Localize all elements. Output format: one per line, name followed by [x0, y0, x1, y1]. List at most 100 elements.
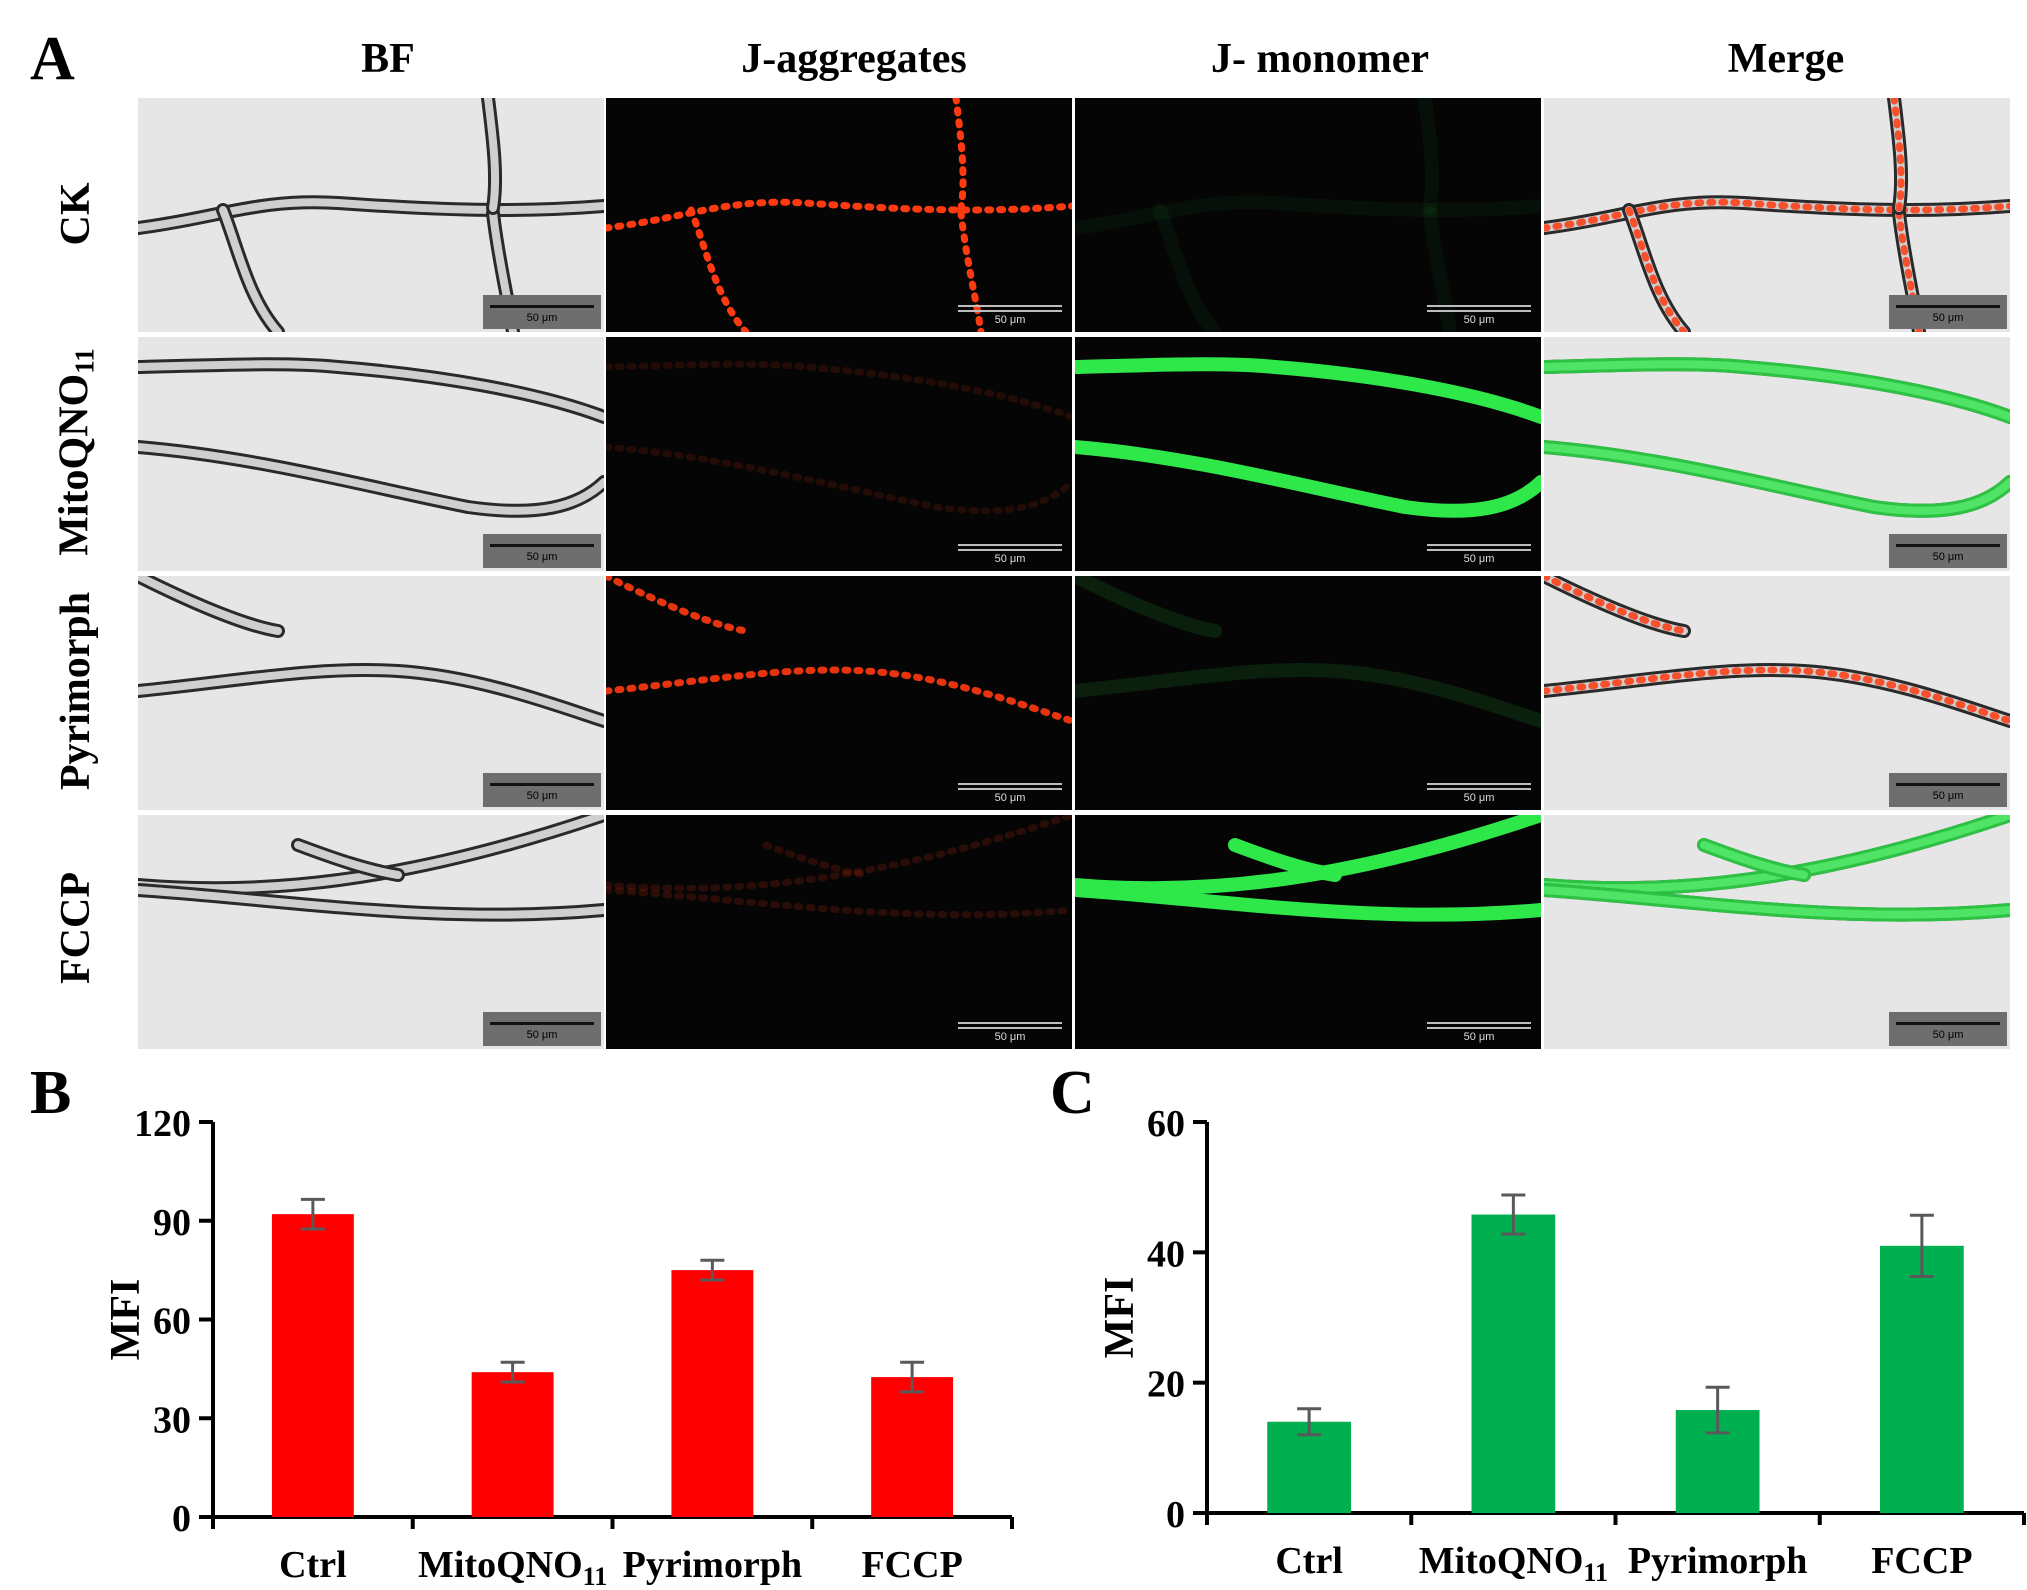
bar-3 — [671, 1270, 754, 1517]
j-aggregate-signal — [952, 98, 967, 212]
micrograph-image — [606, 576, 1072, 810]
scale-bar-label: 50 μm — [1932, 551, 1964, 563]
micrograph-image — [1075, 98, 1541, 332]
hypha-lumen — [138, 443, 604, 515]
micrograph-image — [1544, 815, 2010, 1049]
image-background — [1544, 815, 2010, 1049]
hypha-lumen — [138, 198, 604, 232]
micrograph-image — [1544, 576, 2010, 810]
scale-bar-label: 50 μm — [1932, 1029, 1964, 1041]
j-aggregate-signal — [1544, 666, 2010, 725]
scale-bar-label: 50 μm — [526, 790, 558, 802]
micrograph-bf-1: 50 μm — [138, 98, 604, 332]
j-monomer-signal — [1544, 883, 2010, 922]
j-monomer-signal — [1075, 440, 1541, 518]
micrograph-image — [138, 337, 604, 571]
j-monomer-signal — [1697, 838, 1811, 882]
x-tick-label: FCCP — [1871, 1540, 1972, 1582]
image-background — [1075, 98, 1541, 332]
micrograph-agg-4: 50 μm — [606, 815, 1072, 1049]
bar-2 — [1471, 1214, 1556, 1513]
micrograph-image — [606, 98, 1072, 332]
j-monomer-signal — [1544, 357, 2010, 424]
hypha-lumen — [138, 576, 282, 635]
hypha-lumen — [138, 360, 604, 421]
j-aggregate-signal — [687, 206, 750, 332]
micrograph-bf-4: 50 μm — [138, 815, 604, 1049]
micrograph-bf-3: 50 μm — [138, 576, 604, 810]
y-tick-label: 60 — [1147, 1103, 1185, 1145]
j-monomer-signal — [1075, 663, 1541, 728]
scale-bar-label: 50 μm — [994, 553, 1026, 565]
x-tick-label: FCCP — [861, 1544, 962, 1586]
image-background — [138, 815, 604, 1049]
image-background — [606, 98, 1072, 332]
j-aggregate-signal — [762, 841, 870, 879]
bar-2 — [471, 1372, 554, 1517]
scale-bar-label: 50 μm — [1463, 792, 1495, 804]
y-tick-label: 90 — [153, 1202, 191, 1244]
j-monomer-signal — [1075, 576, 1222, 638]
j-aggregate-signal — [957, 209, 985, 332]
scale-bar: 50 μm — [1889, 534, 2007, 568]
micrograph-agg-2: 50 μm — [606, 337, 1072, 571]
j-aggregate-signal — [606, 198, 1072, 232]
micrograph-mono-4: 50 μm — [1075, 815, 1541, 1049]
j-aggregate-signal — [606, 666, 1072, 725]
micrograph-image — [138, 576, 604, 810]
row-label-fccp: FCCP — [53, 872, 99, 984]
x-tick-label: Ctrl — [1275, 1540, 1343, 1582]
y-axis-label: MFI — [103, 1279, 149, 1361]
j-monomer-signal — [1075, 195, 1541, 235]
scale-bar-label: 50 μm — [1932, 312, 1964, 324]
micrograph-image — [1075, 815, 1541, 1049]
y-tick-label: 20 — [1147, 1364, 1185, 1406]
scale-bar-label: 50 μm — [1932, 790, 1964, 802]
image-background — [606, 815, 1072, 1049]
j-aggregate-signal — [1544, 198, 2010, 232]
j-aggregate-signal — [1890, 98, 1905, 212]
bar-4 — [1880, 1245, 1964, 1513]
micrograph-mono-1: 50 μm — [1075, 98, 1541, 332]
micrograph-agg-1: 50 μm — [606, 98, 1072, 332]
y-tick-label: 40 — [1147, 1233, 1185, 1275]
j-monomer-signal — [1423, 206, 1457, 332]
j-aggregate-signal — [606, 360, 1072, 421]
micrograph-mono-2: 50 μm — [1075, 337, 1541, 571]
column-header-merge: Merge — [1727, 36, 1845, 82]
bar-1 — [1267, 1421, 1351, 1513]
micrograph-image — [138, 98, 604, 332]
scale-bar: 50 μm — [951, 295, 1069, 329]
j-aggregate-signal — [606, 886, 1072, 919]
j-monomer-signal — [1075, 883, 1541, 922]
x-tick-label: MitoQNO11 — [418, 1544, 607, 1590]
x-tick-label: Pyrimorph — [623, 1544, 802, 1586]
micrograph-image — [1075, 576, 1541, 810]
scale-bar-label: 50 μm — [994, 792, 1026, 804]
row-label-mitoqno11: MitoQNO11 — [51, 348, 100, 556]
panel-c-letter: C — [1050, 1059, 1095, 1127]
scale-bar: 50 μm — [1420, 1012, 1538, 1046]
y-tick-label: 0 — [172, 1498, 191, 1540]
scale-bar-label: 50 μm — [526, 1029, 558, 1041]
bar-4 — [871, 1377, 954, 1517]
micrograph-mono-3: 50 μm — [1075, 576, 1541, 810]
bar-1 — [271, 1214, 354, 1517]
j-monomer-signal — [1153, 203, 1222, 332]
micrograph-image — [606, 337, 1072, 571]
scale-bar: 50 μm — [951, 534, 1069, 568]
image-background — [1075, 815, 1541, 1049]
scale-bar-label: 50 μm — [994, 1031, 1026, 1043]
scale-bar: 50 μm — [951, 773, 1069, 807]
column-header-j-monomer: J- monomer — [1210, 36, 1430, 82]
hypha-lumen — [294, 841, 402, 879]
scale-bar-label: 50 μm — [1463, 1031, 1495, 1043]
y-tick-label: 120 — [134, 1103, 191, 1145]
panel-b-letter: B — [30, 1059, 72, 1127]
micrograph-merge-2: 50 μm — [1544, 337, 2010, 571]
j-aggregate-signal — [606, 815, 1072, 892]
scale-bar: 50 μm — [483, 1012, 601, 1046]
row-label-pyrimorph: Pyrimorph — [53, 591, 99, 791]
hypha-lumen — [138, 666, 604, 725]
j-monomer-signal — [1075, 357, 1541, 424]
